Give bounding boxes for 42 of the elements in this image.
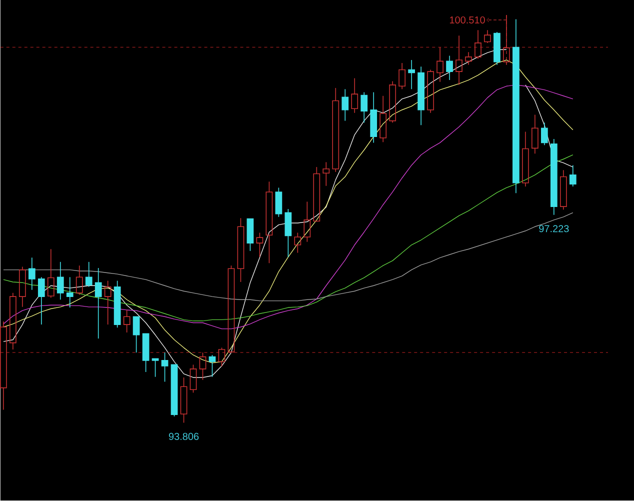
candlestick — [85, 262, 92, 288]
candlestick — [465, 52, 472, 66]
candlestick — [313, 166, 320, 222]
candlestick — [342, 88, 349, 122]
annotation: 97.223 — [539, 225, 569, 232]
candlestick — [540, 122, 548, 146]
candlestick — [322, 162, 330, 186]
candlestick — [10, 292, 16, 350]
annotation: 100.510 — [450, 16, 485, 24]
candlestick — [360, 92, 368, 124]
candlestick — [418, 66, 424, 126]
candlestick — [484, 30, 491, 44]
candlestick — [474, 30, 482, 60]
candlestick — [76, 265, 83, 296]
candlestick — [446, 55, 453, 81]
candlestick — [28, 257, 36, 290]
candlestick — [18, 266, 26, 308]
candlestick — [436, 46, 444, 82]
candlestick — [389, 81, 396, 124]
candlestick — [66, 276, 74, 308]
candlestick — [332, 88, 340, 172]
annotation: 93.806 — [168, 433, 199, 440]
candlestick — [370, 92, 378, 144]
candlestick — [351, 78, 358, 114]
candlestick — [522, 132, 529, 188]
candlestick — [380, 96, 387, 143]
candlestick — [456, 35, 462, 86]
candlestick — [408, 60, 415, 90]
candlestick — [94, 268, 102, 340]
candlestick — [569, 164, 576, 188]
candlestick — [0, 321, 7, 410]
candlestick — [550, 138, 558, 216]
candlestick — [56, 262, 64, 300]
candlestick — [512, 18, 520, 194]
candlestick — [398, 62, 406, 90]
candlestick — [532, 114, 538, 154]
candlestick — [47, 248, 54, 298]
candlestick — [266, 181, 273, 264]
candlestick — [560, 170, 567, 210]
candlestick — [494, 32, 500, 66]
candlestick — [427, 69, 434, 114]
candlestick — [38, 276, 45, 326]
